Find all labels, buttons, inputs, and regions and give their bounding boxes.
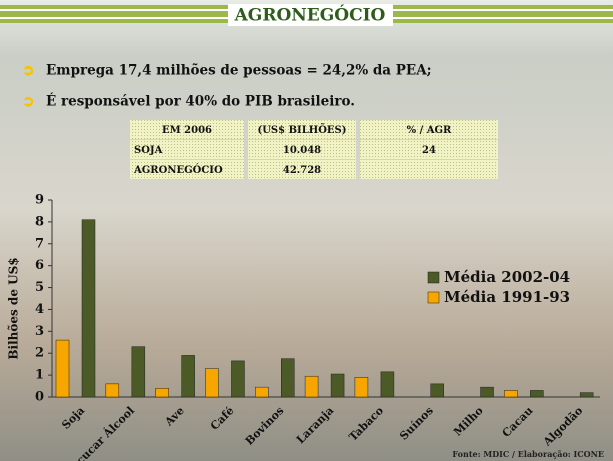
y-tick-label: 8 [35,214,44,229]
table-cell [130,160,244,179]
y-tick-label: 7 [35,236,44,251]
bar [380,371,395,398]
bar [354,377,369,398]
table-header-cell: % / AGR [407,125,452,136]
bar [231,360,245,398]
title-box [228,4,393,26]
legend-label: Média 1991-93 [444,288,570,306]
bar [155,387,169,398]
title: AGRONEGÓCIO [234,5,386,26]
bullet: Emprega 17,4 milhões de pessoas = 24,2% … [46,63,432,79]
table-cell [248,120,356,139]
table-cell-text: SOJA [134,145,163,156]
bar [579,392,594,398]
table-cell [248,140,356,159]
y-tick-label: 1 [35,368,44,383]
table-cell [360,140,498,159]
bullet-icon: ➲ [22,61,35,79]
table-cell-text: AGRONEGÓCIO [133,164,223,176]
table-header-cell: EM 2006 [162,125,212,136]
bar [105,383,120,398]
bar [530,390,544,398]
bar [81,219,96,398]
table-header-cell: (US$ BILHÕES) [257,124,346,136]
table-cell-text: 42.728 [283,165,321,176]
bar [304,375,319,398]
table-cell-text: 10.048 [283,145,321,156]
y-tick-label: 2 [35,346,44,361]
table-cell-text: 24 [422,145,436,156]
y-tick-label: 0 [35,390,44,405]
table-cell [130,120,244,139]
bullet-icon: ➲ [22,92,35,110]
table-cell [130,140,244,159]
y-tick-label: 5 [35,280,44,295]
bar [430,383,444,398]
legend-label: Média 2002-04 [444,268,570,286]
y-tick-label: 9 [35,193,44,208]
bar [281,358,295,398]
y-tick-label: 3 [35,324,44,339]
bar [55,339,70,398]
bar [131,346,146,398]
table-cell [360,160,498,179]
legend-swatch [427,291,440,304]
bar [480,386,494,398]
table: EM 2006 (US$ BILHÕES) % / AGR SOJA 10.048 24 A… [130,120,498,179]
bar [205,368,219,398]
y-tick-label: 4 [35,302,44,317]
legend-swatch [427,271,440,284]
y-tick-label: 6 [35,258,44,273]
bar [255,386,269,398]
y-axis-label: Bilhões de US$ [7,257,21,359]
footer: Fonte: MDIC / Elaboração: ICONE [452,449,604,459]
bar [330,373,345,398]
bar [181,355,195,398]
bullet: É responsável por 40% do PIB brasileiro. [46,94,355,110]
table-cell [248,160,356,179]
bar [504,390,518,398]
table-cell [360,120,498,139]
